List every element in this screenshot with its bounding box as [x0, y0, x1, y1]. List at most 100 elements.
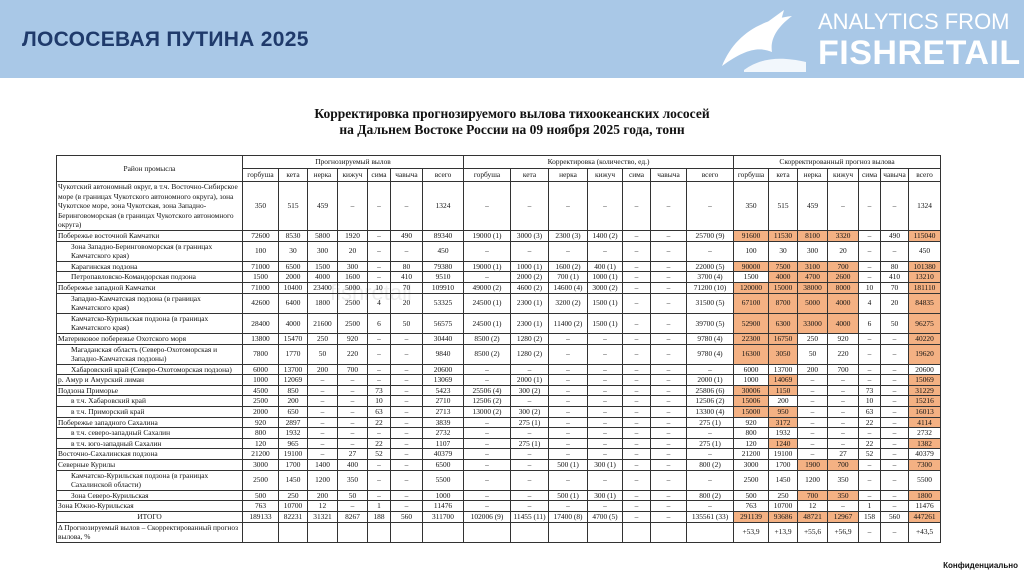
correction-cell: –: [548, 363, 589, 376]
header-row: Район промысла Прогнозируемый вылов Коррек…: [56, 155, 942, 182]
region-label: Северные Курилы: [56, 459, 243, 471]
region-label: Восточно-Сахалинская подзона: [56, 448, 243, 461]
forecast-cell: 6500: [421, 459, 465, 471]
corrected-cell: 33000: [797, 312, 829, 334]
forecast-cell: 2500: [242, 469, 279, 491]
corrected-cell: –: [797, 416, 829, 429]
species-header: всего: [421, 168, 465, 182]
table-row: Материковое побережье Охотского моря 1380…: [56, 332, 942, 345]
forecast-cell: 4500: [242, 384, 279, 397]
correction-cell: 1500 (1): [587, 292, 624, 314]
corrected-cell: –: [858, 374, 882, 386]
forecast-cell: 73: [367, 384, 391, 397]
correction-cell: –: [650, 363, 688, 376]
corrected-cell: 70: [880, 281, 910, 294]
corrected-cell: 12967: [827, 511, 860, 523]
correction-cell: –: [622, 416, 652, 429]
corrected-cell: 6300: [768, 312, 799, 334]
forecast-cell: 7800: [242, 343, 279, 365]
forecast-cell: 2713: [421, 406, 465, 418]
correction-cell: 500 (1): [548, 459, 589, 471]
corrected-cell: 80: [880, 260, 910, 273]
forecast-cell: 30440: [421, 332, 465, 345]
forecast-cell: 71000: [242, 281, 279, 294]
corrected-cell: –: [880, 406, 910, 418]
corrected-cell: –: [797, 395, 829, 408]
forecast-cell: –: [390, 395, 423, 408]
corrected-cell: 300: [797, 240, 829, 262]
region-label: Зона Западно-Беринговоморская (в граница…: [56, 240, 243, 262]
table-row: р. Амур и Амурский лиман 1000 12069– – – –130…: [56, 374, 942, 386]
correction-cell: –: [548, 406, 589, 418]
forecast-cell: 6: [367, 312, 391, 334]
corrected-cell: –: [880, 459, 910, 471]
correction-cell: –: [510, 469, 550, 491]
delta-cell: –: [858, 521, 882, 543]
region-label: Подзона Приморье: [56, 384, 243, 397]
delta-cell: +55,6: [797, 521, 829, 543]
forecast-cell: 63: [367, 406, 391, 418]
correction-cell: 9780 (4): [686, 343, 735, 365]
forecast-cell: 700: [337, 363, 368, 376]
table-row: ИТОГО 189133 82231 31321 8267 188 560 311700 102…: [56, 511, 942, 523]
correction-cell: –: [622, 395, 652, 408]
forecast-cell: –: [390, 459, 423, 471]
correction-cell: –: [622, 181, 652, 231]
corrected-cell: –: [827, 406, 860, 418]
forecast-cell: 56575: [421, 312, 465, 334]
corrected-cell: –: [880, 437, 910, 450]
correction-cell: 22000 (5): [686, 260, 735, 273]
correction-cell: –: [463, 416, 512, 429]
corrected-cell: 4000: [768, 271, 799, 283]
corrected-cell: –: [858, 271, 882, 283]
corrected-cell: 1200: [797, 469, 829, 491]
region-label: Побережье западной Камчатки: [56, 281, 243, 294]
correction-cell: 25806 (6): [686, 384, 735, 397]
corrected-cell: 4114: [908, 416, 942, 429]
corrected-cell: 6000: [733, 363, 770, 376]
corrected-cell: 8100: [797, 229, 829, 242]
correction-cell: –: [587, 469, 624, 491]
forecast-cell: –: [367, 374, 391, 386]
corrected-cell: 200: [768, 395, 799, 408]
forecast-cell: –: [390, 181, 423, 231]
correction-cell: 71200 (10): [686, 281, 735, 294]
corrected-cell: 2732: [908, 427, 942, 439]
forecast-cell: –: [337, 500, 368, 512]
corrected-cell: 1450: [768, 469, 799, 491]
region-label: Петропавловско-Командорская подзона: [56, 271, 243, 283]
correction-cell: –: [548, 427, 589, 439]
table-row: в т.ч. Хабаровский край 2500 200– –10–2710 1…: [56, 395, 942, 408]
corrected-cell: 350: [827, 469, 860, 491]
forecast-cell: 2500: [242, 395, 279, 408]
correction-cell: –: [587, 395, 624, 408]
corrected-cell: –: [858, 332, 882, 345]
table-row: Побережье западной Камчатки 71000 10400 234…: [56, 281, 942, 294]
correction-cell: –: [548, 343, 589, 365]
correction-cell: –: [463, 427, 512, 439]
forecast-cell: 80: [390, 260, 423, 273]
header-row: горбуша кета нерка кижуч сима чавыча всего горб…: [57, 168, 942, 182]
correction-cell: 275 (1): [686, 416, 735, 429]
forecast-cell: –: [307, 374, 338, 386]
empty-cell: [650, 521, 688, 543]
correction-cell: –: [463, 469, 512, 491]
forecast-cell: –: [367, 229, 391, 242]
corrected-cell: –: [880, 181, 910, 231]
correction-cell: –: [650, 260, 688, 273]
corrected-cell: 10700: [768, 500, 799, 512]
correction-cell: –: [587, 427, 624, 439]
correction-cell: –: [548, 500, 589, 512]
empty-cell: [686, 521, 735, 543]
correction-cell: –: [622, 448, 652, 461]
correction-cell: 1280 (2): [510, 343, 550, 365]
corrected-cell: 20600: [908, 363, 942, 376]
correction-cell: –: [548, 374, 589, 386]
correction-cell: 800 (2): [686, 459, 735, 471]
corrected-cell: 90000: [733, 260, 770, 273]
table-row: в т.ч. северо-западный Сахалин 800 1932– – –…: [56, 427, 942, 439]
corrected-cell: –: [858, 363, 882, 376]
table-row: Западно-Камчатская подзона (в границах К…: [56, 292, 942, 314]
delta-cell: +43,5: [908, 521, 942, 543]
